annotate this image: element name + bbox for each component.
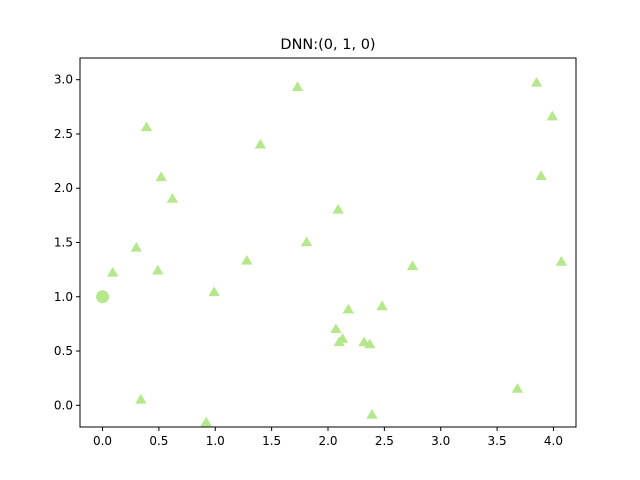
triangle-point [342,303,354,314]
triangle-point [376,300,388,311]
triangle-point [364,338,376,349]
x-tick-label: 0.0 [93,434,112,448]
triangle-point [200,416,212,427]
x-tick-label: 2.5 [375,434,394,448]
triangle-point [330,323,342,334]
triangle-point [135,393,147,404]
chart-title: DNN:(0, 1, 0) [280,37,375,53]
x-tick-label: 3.5 [488,434,507,448]
triangle-point [332,203,344,214]
triangle-point [130,241,143,252]
triangle-point [155,171,167,182]
x-axis-ticks: 0.0 0.5 1.0 1.5 2.0 2.5 3.0 3.5 4.0 [93,427,563,448]
y-tick-label: 1.5 [54,236,73,250]
x-tick-label: 3.0 [431,434,450,448]
triangle-point [300,236,313,247]
triangle-point [406,260,419,271]
y-tick-label: 0.5 [54,344,73,358]
x-tick-label: 4.0 [544,434,563,448]
x-tick-label: 1.0 [206,434,225,448]
triangle-point [208,286,220,297]
triangle-point [241,254,253,265]
y-tick-label: 2.5 [54,127,73,141]
y-tick-label: 3.0 [54,73,73,87]
triangle-point [254,138,267,149]
triangle-point [166,193,179,203]
triangle-point [546,110,559,121]
triangle-point [140,121,153,132]
x-tick-label: 1.5 [262,434,281,448]
x-tick-label: 2.0 [318,434,337,448]
y-axis-ticks: 0.0 0.5 1.0 1.5 2.0 2.5 3.0 [54,73,80,412]
triangle-point [511,383,524,393]
triangle-point [555,256,568,266]
y-tick-label: 0.0 [54,398,73,412]
y-tick-label: 2.0 [54,181,73,195]
plot-marks [96,76,568,427]
triangle-point [535,170,547,181]
triangle-point [152,264,164,275]
plot-frame [79,57,577,428]
x-tick-label: 0.5 [149,434,168,448]
triangle-point [106,266,119,277]
triangle-point [530,76,543,87]
circle-point [96,290,110,304]
triangle-point [291,81,304,92]
triangle-point [366,409,378,419]
y-tick-label: 1.0 [54,290,73,304]
triangle-point [336,333,349,343]
